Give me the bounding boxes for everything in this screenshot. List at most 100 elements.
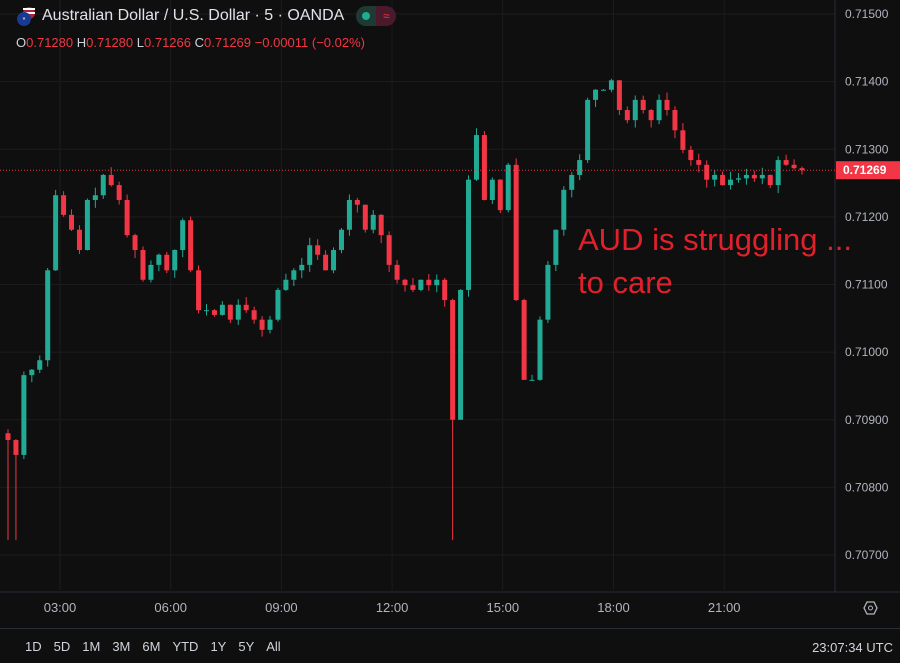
candle-body	[775, 160, 781, 186]
candle	[561, 186, 567, 236]
candle	[410, 277, 416, 293]
candle-body	[164, 254, 170, 271]
candle	[5, 429, 11, 541]
candle	[76, 225, 82, 254]
range-selector: 1D 5D 1M 3M 6M YTD 1Y 5Y All	[25, 639, 281, 654]
candle-body	[648, 110, 654, 121]
candle-body	[704, 164, 710, 180]
candle	[656, 94, 662, 125]
candle-body	[92, 195, 98, 200]
range-button-1y[interactable]: 1Y	[210, 638, 227, 654]
candle-body	[505, 164, 511, 211]
candle-body	[21, 375, 27, 455]
range-button-3m[interactable]: 3M	[112, 638, 131, 654]
candle	[37, 355, 43, 374]
candle	[21, 371, 27, 460]
candle	[370, 210, 376, 234]
candle-body	[315, 245, 321, 255]
annotation-line-1: AUD is struggling ...	[578, 222, 852, 257]
symbol-header[interactable]: * Australian Dollar / U.S. Dollar · 5 · …	[16, 6, 397, 26]
last-price-label: 0.71269	[843, 163, 887, 177]
candle-body	[45, 270, 51, 361]
candle	[529, 374, 535, 381]
candle-body	[561, 189, 567, 230]
candle-body	[180, 220, 186, 251]
y-tick-label: 0.71100	[845, 278, 888, 292]
market-status-pill[interactable]: ≈	[356, 6, 397, 26]
candle	[601, 89, 606, 91]
candle	[513, 158, 519, 302]
candle-body	[172, 250, 178, 271]
candle	[418, 279, 424, 292]
range-button-5y[interactable]: 5Y	[238, 638, 255, 654]
open-label: O	[16, 35, 27, 50]
low-label: L	[136, 35, 144, 50]
candle-body	[291, 270, 297, 280]
candle-body	[688, 149, 694, 161]
x-tick-label: 12:00	[376, 600, 409, 615]
range-button-5d[interactable]: 5D	[53, 638, 71, 654]
candle	[84, 198, 90, 251]
range-button-ytd[interactable]: YTD	[172, 638, 199, 654]
high-value: 0.71280	[86, 35, 134, 50]
candle	[235, 299, 241, 325]
candle	[489, 177, 495, 204]
candle	[259, 316, 265, 337]
candle-body	[450, 300, 456, 420]
candle-body	[585, 99, 591, 161]
candle-body	[53, 195, 59, 271]
candle	[775, 156, 781, 194]
candle	[100, 173, 106, 199]
candle-body	[728, 179, 734, 186]
candle-body	[116, 185, 122, 200]
candle-body	[346, 199, 352, 230]
candle	[204, 304, 209, 316]
candle	[164, 251, 170, 274]
y-tick-label: 0.71400	[845, 75, 889, 89]
y-tick-label: 0.70900	[845, 413, 889, 427]
candle-body	[13, 440, 19, 455]
range-button-6m[interactable]: 6M	[142, 638, 161, 654]
candle	[132, 233, 138, 259]
candle	[442, 277, 448, 307]
candle	[593, 89, 599, 108]
candle-body	[267, 319, 273, 330]
candle	[243, 297, 249, 313]
candle	[521, 298, 527, 380]
candle-body	[251, 310, 257, 320]
candle	[156, 253, 162, 272]
x-tick-label: 18:00	[597, 600, 630, 615]
range-button-1m[interactable]: 1M	[82, 638, 101, 654]
candle	[307, 237, 313, 272]
candle-body	[29, 369, 35, 376]
candle	[553, 229, 559, 272]
candle	[53, 189, 59, 271]
candle-body	[211, 310, 217, 315]
chart-annotation[interactable]: AUD is struggling ... to care	[578, 218, 852, 304]
candle-body	[664, 99, 670, 111]
axis-settings-icon[interactable]	[863, 601, 878, 615]
candle	[688, 145, 694, 166]
candle	[354, 197, 360, 213]
candle	[473, 128, 479, 181]
candle	[767, 174, 773, 189]
range-button-all[interactable]: All	[266, 638, 281, 654]
candle	[45, 267, 51, 367]
ohlc-legend: O0.71280 H0.71280 L0.71266 C0.71269 −0.0…	[16, 35, 365, 50]
y-tick-label: 0.71500	[845, 7, 889, 21]
candle	[251, 306, 257, 324]
candle	[728, 171, 734, 190]
close-label: C	[194, 35, 205, 50]
candle	[188, 216, 194, 273]
candle	[648, 109, 654, 128]
price-chart[interactable]: 0.71500 0.71400 0.71300 0.71200 0.71100 0.710…	[0, 0, 900, 628]
candle	[680, 123, 686, 154]
candle-body	[466, 179, 472, 290]
candle	[267, 316, 273, 334]
range-button-1d[interactable]: 1D	[25, 638, 42, 654]
candle-body	[275, 289, 281, 320]
candle-body	[243, 304, 249, 311]
candle-body	[394, 264, 400, 280]
clock-timezone[interactable]: 23:07:34 UTC	[812, 640, 893, 655]
candle	[172, 249, 178, 278]
